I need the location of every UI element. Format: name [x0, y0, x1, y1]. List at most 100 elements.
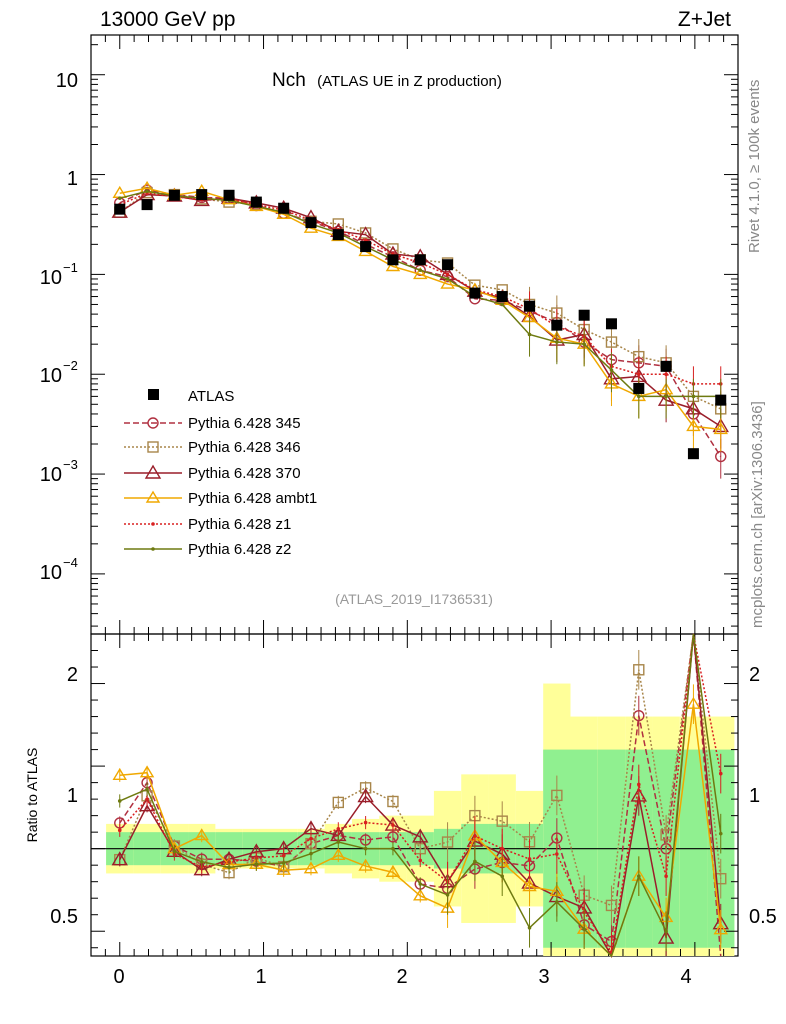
ratio-point-ambt1 — [112, 767, 127, 780]
legend-label: Pythia 6.428 346 — [188, 439, 301, 456]
ratio-point-ambt1 — [358, 858, 373, 871]
point-z2 — [500, 302, 505, 307]
header-right: Z+Jet — [678, 8, 731, 31]
data-point-atlas — [278, 202, 290, 214]
ratio-point-z2 — [664, 929, 668, 934]
data-point-atlas — [414, 254, 426, 266]
ratio-point-z1 — [718, 771, 723, 776]
x-ticks: 0 1 2 3 4 — [113, 966, 691, 988]
ratio-point-z1 — [336, 827, 341, 831]
ratio-point-z2 — [391, 846, 395, 851]
ratio-tick-label: 1 — [67, 785, 78, 807]
ratio-point-p345 — [633, 709, 645, 722]
ratio-point-z1 — [636, 782, 641, 787]
legend-label: Pythia 6.428 345 — [188, 415, 301, 432]
mcplots-label: mcplots.cern.ch [arXiv:1306.3436] — [749, 401, 766, 628]
data-point-atlas — [524, 300, 536, 312]
ratio-point-z1 — [527, 857, 532, 861]
main-y-ticks: 10 1 10 −1 10 −2 10 −3 10 −4 — [40, 70, 78, 584]
series-line-ambt1 — [119, 187, 721, 431]
data-point-atlas — [387, 254, 399, 266]
data-point-atlas — [305, 217, 317, 229]
ratio-point-ambt1 — [385, 864, 401, 877]
ratio-ylabel: Ratio to ATLAS — [24, 748, 40, 843]
point-z2 — [691, 394, 696, 399]
ytick-exp: −4 — [63, 555, 78, 570]
ratio-point-ambt1 — [331, 847, 346, 860]
xtick-label: 4 — [680, 966, 691, 988]
point-z2 — [636, 394, 641, 399]
data-point-atlas — [660, 360, 672, 372]
ratio-point-p346 — [496, 815, 508, 827]
ratio-point-z2 — [227, 865, 231, 870]
legend-marker-z1 — [151, 522, 155, 526]
point-ambt1 — [713, 422, 728, 435]
ratio-point-z2 — [117, 799, 122, 803]
chart-title-main: Nch — [272, 70, 306, 91]
ratio-point-z2 — [418, 882, 423, 886]
point-ambt1 — [686, 419, 701, 432]
data-point-atlas — [360, 241, 372, 253]
ratio-point-p346 — [633, 664, 645, 676]
ratio-point-z2 — [145, 787, 149, 792]
ratio-point-z2 — [309, 851, 313, 856]
ratio-point-z2 — [445, 893, 450, 897]
ratio-point-z2 — [718, 831, 723, 836]
point-z2 — [117, 196, 122, 200]
ratio-point-p346 — [715, 872, 727, 885]
point-z2 — [145, 189, 149, 194]
ratio-point-z2 — [363, 846, 368, 851]
point-z2 — [527, 332, 532, 337]
ratio-point-p346 — [605, 899, 618, 912]
legend-marker-370 — [144, 464, 162, 479]
ratio-point-ambt1 — [303, 861, 319, 874]
ytick-exp: −3 — [63, 457, 78, 472]
legend-marker-ambt1 — [145, 490, 161, 503]
ratio-point-z2 — [527, 925, 532, 930]
point-z2 — [582, 342, 586, 346]
ratio-point-z1 — [391, 823, 395, 827]
data-point-atlas — [496, 291, 508, 303]
axis-ticks — [90, 35, 738, 956]
ratio-point-z1 — [363, 820, 368, 825]
data-point-atlas — [551, 319, 563, 331]
xtick-label: 1 — [255, 966, 266, 988]
ratio-point-z1 — [309, 836, 313, 841]
point-z1 — [664, 372, 668, 377]
point-z2 — [555, 340, 559, 344]
series-line-z1 — [119, 192, 721, 385]
ytick-exp: −1 — [63, 260, 78, 275]
xtick-label: 3 — [538, 966, 549, 988]
ytick-label: 10 — [40, 464, 62, 486]
data-point-atlas — [633, 382, 645, 394]
data-point-atlas — [114, 203, 126, 215]
data-point-atlas — [442, 259, 454, 271]
ratio-point-ambt1 — [713, 922, 728, 935]
legend-label: Pythia 6.428 370 — [188, 465, 301, 482]
ratio-point-z1 — [145, 797, 149, 801]
ratio-point-ambt1 — [276, 862, 291, 875]
ratio-point-z1 — [555, 852, 559, 856]
ratio-line-p345 — [119, 633, 722, 957]
chart-title: Nch (ATLAS UE in Z production) — [272, 70, 502, 91]
ratio-point-z1 — [500, 846, 505, 851]
ratio-point-ambt1 — [686, 696, 701, 709]
ratio-point-z2 — [555, 900, 559, 904]
ratio-tick-label: 0.5 — [749, 906, 777, 928]
point-ambt1 — [440, 276, 455, 289]
point-z1 — [445, 272, 450, 277]
ratio-point-z2 — [254, 862, 259, 867]
data-point-atlas — [141, 199, 153, 211]
point-p346 — [605, 336, 618, 348]
ratio-point-z1 — [473, 834, 477, 838]
ratio-tick-label: 2 — [749, 664, 760, 686]
header-left: 13000 GeV pp — [100, 8, 235, 31]
ratio-tick-label: 1 — [749, 785, 760, 807]
chart-subtitle: (ATLAS UE in Z production) — [317, 73, 502, 90]
main-series — [111, 180, 729, 479]
data-point-atlas — [250, 196, 262, 208]
ratio-point-z2 — [281, 861, 286, 865]
ratio-point-p346 — [660, 829, 672, 841]
legend-marker-atlas — [148, 389, 159, 400]
